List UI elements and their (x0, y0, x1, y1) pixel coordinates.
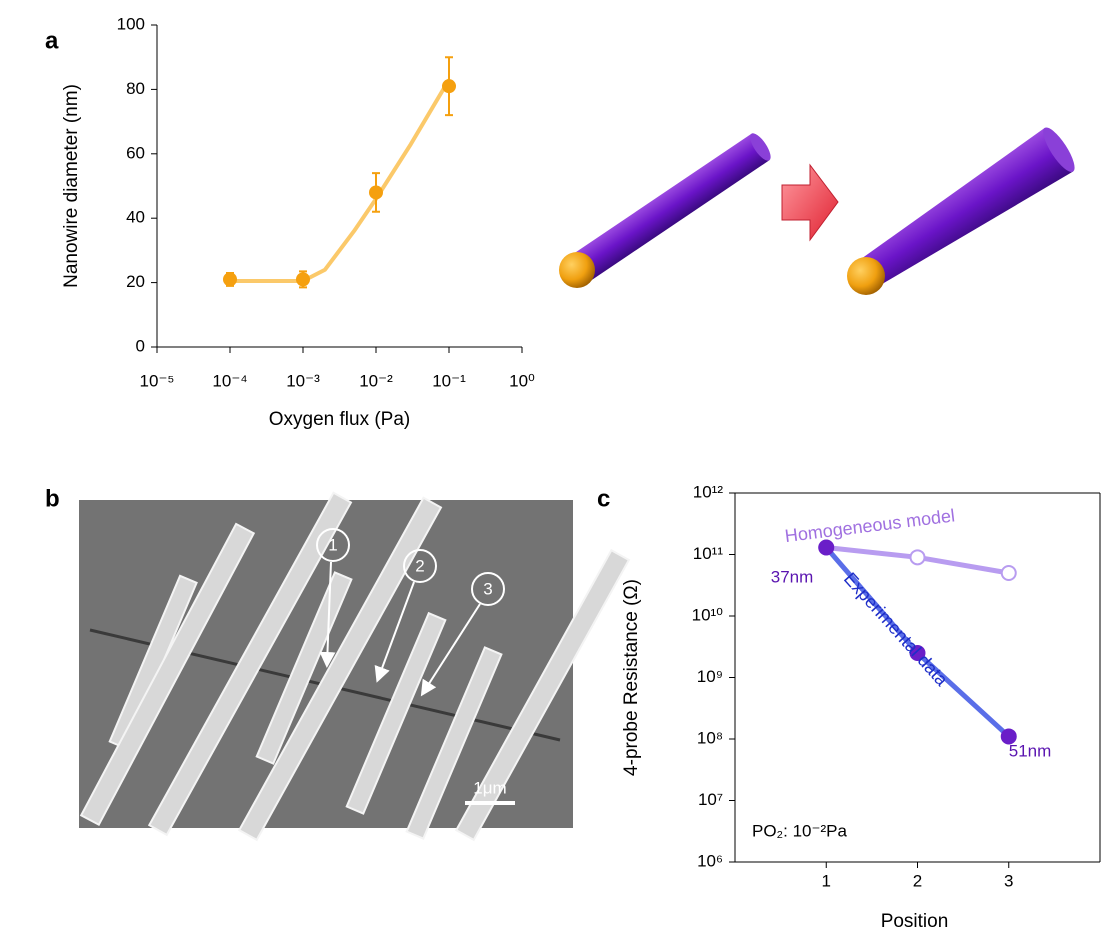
data-point (909, 549, 926, 566)
annotation: 51nm (1009, 741, 1052, 760)
y-tick-label: 20 (126, 272, 145, 291)
panel-label: c (597, 485, 610, 512)
x-axis-label: Oxygen flux (Pa) (269, 409, 411, 430)
y-tick-label: 10¹¹ (693, 544, 724, 563)
y-tick-label: 60 (126, 143, 145, 162)
x-tick-label: 1 (822, 871, 831, 890)
x-tick-label: 10⁻⁴ (212, 371, 247, 390)
y-tick-label: 100 (117, 14, 145, 33)
sem-marker: 3 (483, 579, 492, 598)
data-point (1000, 728, 1017, 745)
y-tick-label: 10⁶ (697, 851, 723, 870)
fit-line (230, 78, 451, 283)
annotation: PO₂: 10⁻²Pa (752, 821, 847, 840)
x-tick-label: 10⁻⁵ (140, 371, 175, 390)
x-tick-label: 10⁻¹ (432, 371, 466, 390)
panel-label: b (45, 485, 60, 512)
sem-marker: 2 (415, 556, 424, 575)
y-tick-label: 0 (136, 336, 145, 355)
sem-image: 1 2 3 1μm (79, 491, 631, 842)
annotation: 37nm (771, 567, 814, 586)
y-tick-label: 10¹² (693, 482, 724, 501)
panel-label: a (45, 27, 59, 54)
x-tick-label: 10⁻² (359, 371, 393, 390)
data-point (296, 272, 310, 287)
x-tick-label: 2 (913, 871, 922, 890)
data-point (223, 272, 237, 287)
x-axis-label: Position (881, 911, 949, 927)
y-tick-label: 10⁷ (698, 790, 723, 809)
x-tick-label: 3 (1004, 871, 1013, 890)
data-point (818, 539, 835, 556)
sem-marker: 1 (328, 535, 337, 554)
series-label: Homogeneous model (784, 505, 956, 546)
y-tick-label: 80 (126, 79, 145, 98)
y-axis-label: 4-probe Resistance (Ω) (621, 579, 642, 776)
y-tick-label: 10¹⁰ (692, 605, 724, 624)
data-point (909, 645, 926, 662)
data-point (442, 79, 456, 94)
y-tick-label: 10⁹ (697, 667, 723, 686)
nanowire-illustration (559, 127, 1075, 295)
scale-bar-label: 1μm (473, 778, 506, 797)
x-tick-label: 10⁰ (509, 371, 535, 390)
y-tick-label: 10⁸ (697, 728, 723, 747)
y-tick-label: 40 (126, 208, 145, 227)
series-label: Experimental data (840, 569, 953, 691)
x-tick-label: 10⁻³ (286, 371, 320, 390)
data-point (1000, 565, 1017, 582)
y-axis-label: Nanowire diameter (nm) (61, 84, 82, 288)
data-point (369, 185, 383, 200)
